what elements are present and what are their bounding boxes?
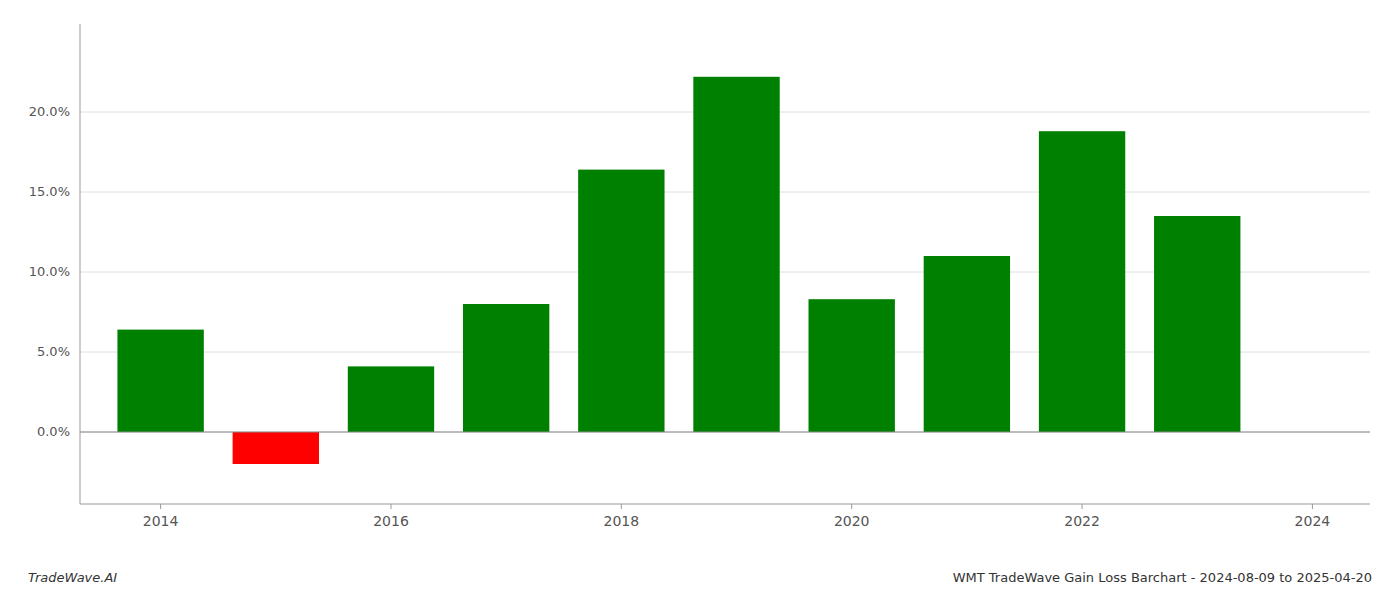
- grid-line: [80, 432, 1370, 433]
- x-tick-label: 2024: [1295, 513, 1331, 529]
- bar: [1039, 131, 1125, 432]
- bar: [233, 432, 319, 464]
- x-tick-label: 2022: [1064, 513, 1100, 529]
- bar: [463, 304, 549, 432]
- x-tick-label: 2018: [604, 513, 640, 529]
- bar: [924, 256, 1010, 432]
- x-tick-label: 2014: [143, 513, 179, 529]
- x-tick: [390, 504, 391, 509]
- y-axis-line: [80, 24, 81, 504]
- bar: [117, 330, 203, 432]
- bars: [117, 77, 1240, 464]
- bar: [1154, 216, 1240, 432]
- x-tick: [851, 504, 852, 509]
- y-tick-labels: 0.0% 5.0% 10.0% 15.0% 20.0%: [29, 104, 70, 439]
- y-tick-label: 20.0%: [29, 104, 70, 119]
- bar: [578, 170, 664, 432]
- footer: TradeWave.AI: [28, 570, 117, 585]
- bar: [693, 77, 779, 432]
- bar: [348, 366, 434, 432]
- background: [0, 0, 1400, 600]
- x-axis-line: [80, 504, 1370, 505]
- chart: 0.0%5.0%10.0%15.0%20.0%20142016201820202…: [0, 0, 1400, 600]
- zero-line: [80, 432, 1370, 433]
- x-tick: [160, 504, 161, 509]
- y-tick-label: 0.0%: [37, 424, 70, 439]
- x-tick-label: 2016: [373, 513, 409, 529]
- x-ticks: 2014 2016 2018 2020 2022 2024: [143, 504, 1331, 529]
- chart-container: 0.0%5.0%10.0%15.0%20.0%20142016201820202…: [0, 0, 1400, 600]
- x-tick: [621, 504, 622, 509]
- title: WMT TradeWave Gain Loss Barchart - 2024-…: [953, 570, 1372, 585]
- y-tick-label: 15.0%: [29, 184, 70, 199]
- y-tick-label: 5.0%: [37, 344, 70, 359]
- x-tick: [1082, 504, 1083, 509]
- x-tick: [1312, 504, 1313, 509]
- x-tick-label: 2020: [834, 513, 870, 529]
- y-tick-label: 10.0%: [29, 264, 70, 279]
- bar: [809, 299, 895, 432]
